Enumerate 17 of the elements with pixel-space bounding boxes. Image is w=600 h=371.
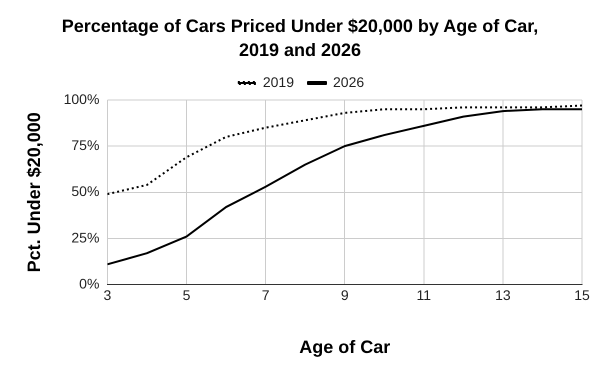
x-tick-label: 5	[182, 286, 191, 303]
y-tick-label: 75%	[71, 137, 100, 154]
x-tick-label: 13	[495, 286, 511, 303]
x-tick-label: 15	[574, 286, 590, 303]
chart-title: Percentage of Cars Priced Under $20,000 by Age of Car, 2019 and 2026	[60, 15, 540, 62]
y-tick-label: 0%	[79, 275, 100, 292]
x-axis-title: Age of Car	[299, 337, 390, 358]
y-tick-label: 100%	[64, 90, 100, 107]
x-tick-label: 9	[340, 286, 349, 303]
x-tick-label: 3	[104, 286, 112, 303]
y-axis-title: Pct. Under $20,000	[24, 112, 44, 272]
y-tick-label: 25%	[71, 229, 100, 246]
legend-label: 2019	[262, 74, 294, 90]
x-tick-label: 11	[416, 286, 432, 303]
x-tick-label: 7	[262, 286, 270, 303]
y-tick-label: 50%	[71, 183, 100, 200]
legend-label: 2026	[333, 74, 364, 90]
